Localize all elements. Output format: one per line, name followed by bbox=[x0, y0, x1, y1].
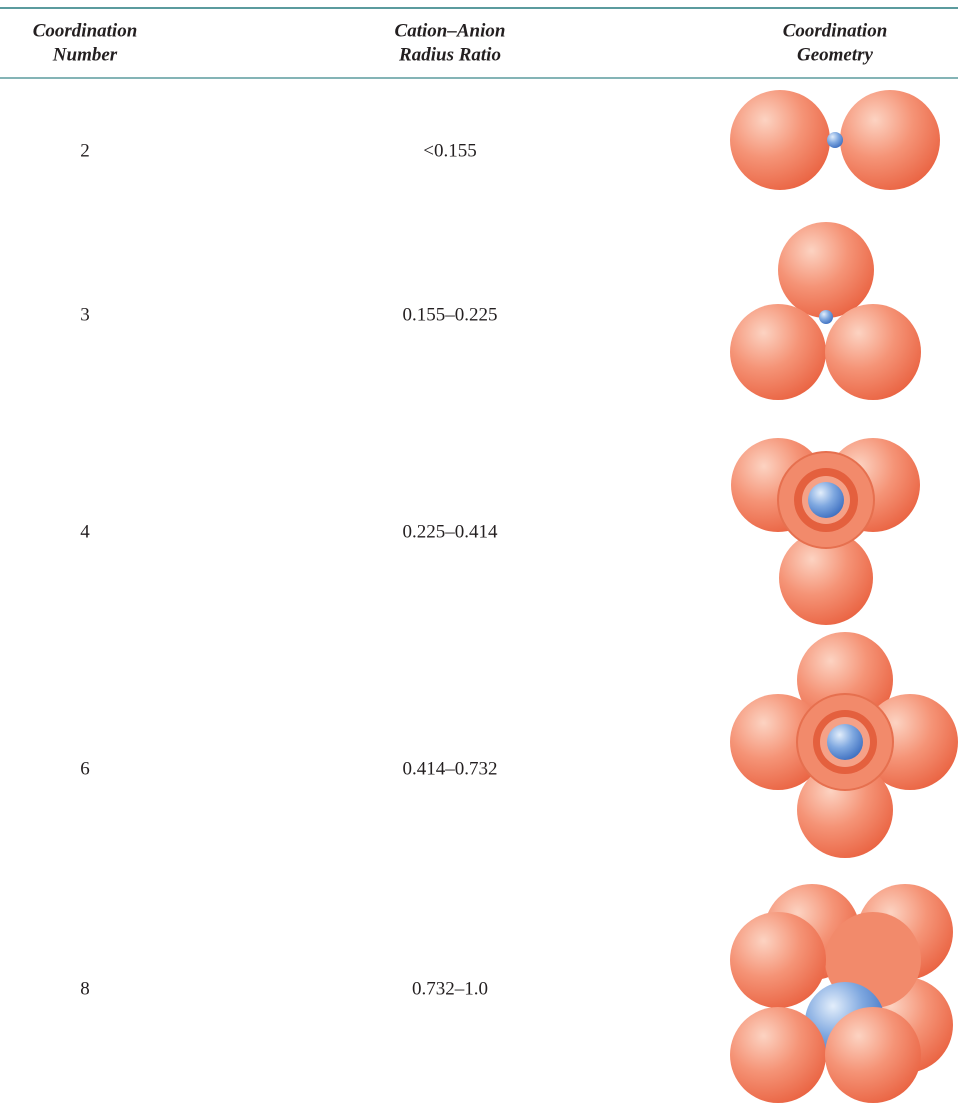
header-cell: Coordination bbox=[783, 20, 888, 41]
geometry-6 bbox=[730, 632, 958, 858]
header-cell: Coordination bbox=[33, 20, 138, 41]
geometry-2 bbox=[730, 90, 940, 190]
geometry-4 bbox=[731, 438, 920, 625]
geometry-3 bbox=[730, 222, 921, 400]
coordination-number: 6 bbox=[80, 758, 90, 779]
header-cell: Geometry bbox=[797, 44, 874, 65]
radius-ratio: 0.225–0.414 bbox=[403, 521, 499, 542]
coordination-number: 2 bbox=[80, 140, 90, 161]
coordination-number: 8 bbox=[80, 978, 90, 999]
coordination-number: 3 bbox=[80, 304, 90, 325]
header-cell: Cation–Anion bbox=[395, 20, 506, 41]
header-cell: Radius Ratio bbox=[398, 44, 501, 65]
geometry-8 bbox=[730, 884, 953, 1103]
radius-ratio: 0.414–0.732 bbox=[403, 758, 498, 779]
radius-ratio: <0.155 bbox=[423, 140, 476, 161]
radius-ratio: 0.155–0.225 bbox=[403, 304, 498, 325]
header-cell: Number bbox=[52, 44, 118, 65]
coordination-number: 4 bbox=[80, 521, 90, 542]
radius-ratio: 0.732–1.0 bbox=[412, 978, 488, 999]
table-body: Coordination Number Cation–Anion Radius Rat… bbox=[33, 20, 888, 999]
